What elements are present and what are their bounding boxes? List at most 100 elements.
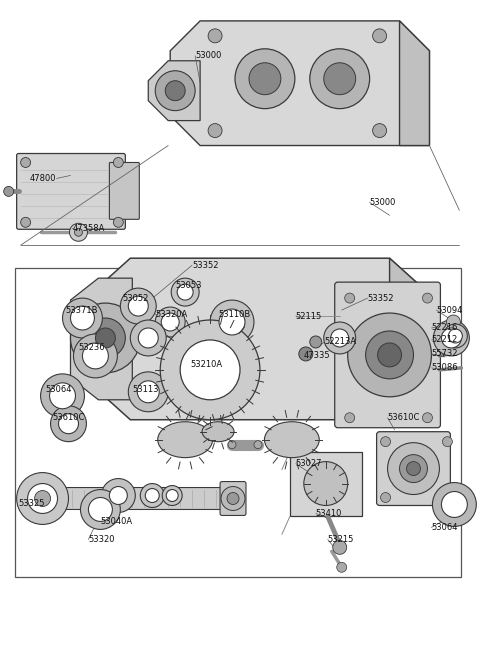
Circle shape	[348, 313, 432, 397]
Circle shape	[21, 217, 31, 227]
FancyBboxPatch shape	[109, 163, 139, 219]
Circle shape	[162, 485, 182, 506]
FancyBboxPatch shape	[17, 154, 125, 230]
Circle shape	[345, 413, 355, 422]
Circle shape	[50, 406, 86, 441]
Circle shape	[160, 320, 260, 420]
Circle shape	[21, 157, 31, 167]
Polygon shape	[71, 278, 132, 400]
Circle shape	[208, 123, 222, 138]
Circle shape	[138, 328, 158, 348]
Circle shape	[381, 437, 391, 447]
Circle shape	[28, 483, 58, 514]
Bar	[15, 268, 461, 577]
Circle shape	[443, 437, 452, 447]
Text: 53052: 53052	[122, 294, 149, 302]
Circle shape	[381, 493, 391, 502]
Circle shape	[71, 303, 140, 373]
FancyBboxPatch shape	[44, 487, 227, 510]
Circle shape	[62, 298, 102, 338]
Circle shape	[228, 441, 236, 449]
Text: 53352: 53352	[368, 294, 394, 302]
Circle shape	[74, 228, 83, 236]
Circle shape	[41, 374, 84, 418]
Text: 52212: 52212	[432, 335, 458, 344]
Text: 53352: 53352	[192, 260, 218, 270]
Circle shape	[83, 343, 108, 369]
Text: 53064: 53064	[432, 523, 458, 532]
Circle shape	[235, 49, 295, 109]
Circle shape	[155, 71, 195, 111]
Circle shape	[304, 462, 348, 506]
Circle shape	[73, 334, 117, 378]
Circle shape	[442, 491, 468, 518]
Circle shape	[88, 497, 112, 522]
Circle shape	[145, 489, 159, 502]
Circle shape	[70, 223, 87, 241]
Polygon shape	[399, 21, 430, 146]
Text: 53320A: 53320A	[155, 310, 188, 319]
Circle shape	[219, 309, 245, 335]
Circle shape	[433, 320, 469, 356]
Text: 53325: 53325	[19, 499, 45, 508]
Text: 53000: 53000	[370, 198, 396, 207]
Bar	[290, 451, 361, 516]
Circle shape	[372, 123, 386, 138]
Polygon shape	[170, 21, 430, 146]
Circle shape	[448, 329, 462, 343]
Circle shape	[17, 472, 69, 524]
Text: 53610C: 53610C	[52, 413, 85, 422]
Circle shape	[221, 487, 245, 510]
Circle shape	[372, 29, 386, 43]
Circle shape	[166, 489, 178, 501]
Text: 53410: 53410	[316, 509, 342, 518]
Circle shape	[310, 49, 370, 109]
Circle shape	[165, 81, 185, 100]
Circle shape	[299, 347, 313, 361]
Circle shape	[422, 293, 432, 303]
Polygon shape	[390, 258, 420, 420]
Polygon shape	[148, 61, 200, 121]
Circle shape	[137, 381, 159, 403]
Text: 53086: 53086	[432, 363, 458, 373]
Circle shape	[130, 320, 166, 356]
Circle shape	[85, 318, 125, 358]
Circle shape	[310, 336, 322, 348]
Circle shape	[324, 322, 356, 354]
Text: 55732: 55732	[432, 350, 458, 358]
Circle shape	[49, 383, 75, 409]
Text: 53027: 53027	[296, 459, 323, 468]
Text: 52213A: 52213A	[325, 337, 357, 346]
Text: 53040A: 53040A	[100, 517, 132, 526]
Circle shape	[113, 217, 123, 227]
Circle shape	[442, 328, 461, 348]
Circle shape	[171, 278, 199, 306]
Circle shape	[180, 340, 240, 400]
Circle shape	[71, 306, 95, 330]
Circle shape	[96, 328, 115, 348]
Circle shape	[446, 315, 460, 329]
Text: 53371B: 53371B	[65, 306, 98, 315]
Circle shape	[113, 157, 123, 167]
Circle shape	[399, 455, 428, 483]
Circle shape	[422, 413, 432, 422]
Text: 53110B: 53110B	[218, 310, 250, 319]
Text: 47800: 47800	[30, 174, 57, 183]
Circle shape	[177, 284, 193, 300]
Text: 47335: 47335	[304, 352, 330, 360]
Circle shape	[227, 493, 239, 504]
Text: 52216: 52216	[432, 323, 458, 333]
Circle shape	[120, 288, 156, 324]
FancyBboxPatch shape	[220, 482, 246, 516]
Text: 53320: 53320	[88, 535, 115, 544]
Circle shape	[366, 331, 413, 379]
Circle shape	[140, 483, 164, 508]
Circle shape	[324, 63, 356, 94]
Text: 52115: 52115	[296, 312, 322, 321]
Text: 53210A: 53210A	[190, 360, 222, 369]
Circle shape	[128, 372, 168, 412]
Circle shape	[443, 493, 452, 502]
FancyBboxPatch shape	[335, 282, 441, 428]
Text: 53053: 53053	[175, 281, 202, 290]
Circle shape	[333, 541, 347, 554]
